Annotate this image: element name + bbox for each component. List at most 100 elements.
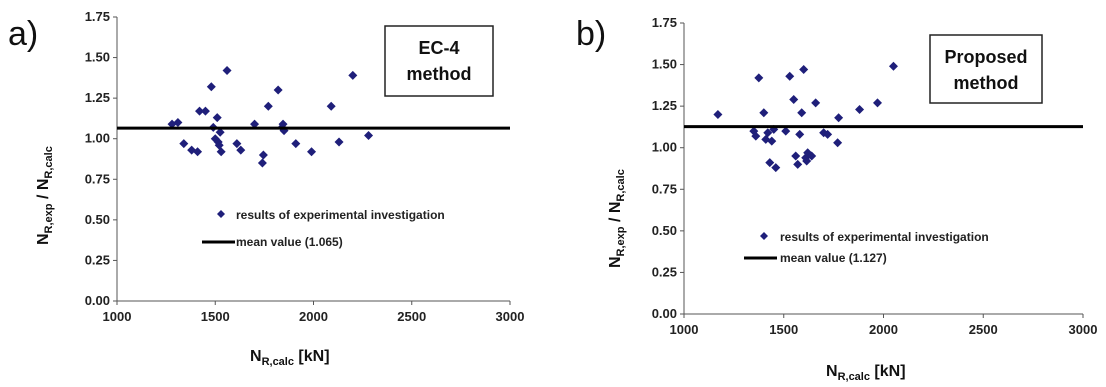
chart-panel-b: b) 0.00 0.25 0.50 0.75 1.00 1.25 1.50 1.75 1000…	[576, 15, 1097, 383]
y-tick-label: 1.50	[652, 57, 677, 72]
x-tick-label: 2500	[397, 309, 426, 324]
x-tick-label: 1500	[201, 309, 230, 324]
legend-marker-label-a: results of experimental investigation	[236, 208, 445, 222]
data-point	[263, 101, 273, 111]
y-tick-label: 0.50	[85, 212, 110, 227]
data-point	[326, 101, 336, 111]
data-point	[173, 117, 183, 127]
legend-line-label-b: mean value (1.127)	[780, 251, 887, 265]
data-point	[257, 158, 267, 168]
y-tick-label: 1.75	[652, 15, 677, 30]
x-tick-label: 1000	[670, 322, 699, 337]
data-point	[795, 129, 805, 139]
chart-panel-a: a) 0.00 0.25 0.50 0.75 1.00 1.25 1.50 1.75 1000…	[8, 9, 524, 368]
data-point	[200, 106, 210, 116]
legend-marker-b	[760, 232, 768, 240]
data-point	[793, 159, 803, 169]
data-point	[216, 147, 226, 157]
data-point	[833, 138, 843, 148]
data-point	[759, 108, 769, 118]
y-tick-label: 0.75	[85, 171, 110, 186]
data-point	[811, 98, 821, 108]
y-axis-label-b: NR,exp / NR,calc	[607, 169, 627, 268]
data-point	[834, 113, 844, 123]
axis-ticks-b	[680, 22, 1084, 318]
y-tick-label: 0.25	[85, 252, 110, 267]
data-points-a	[167, 66, 374, 168]
data-point	[334, 137, 344, 147]
method-box-line2-b: method	[954, 73, 1019, 93]
x-tick-label: 2500	[969, 322, 998, 337]
data-point	[789, 94, 799, 104]
data-point	[278, 119, 288, 129]
data-point	[754, 73, 764, 83]
data-point	[765, 158, 775, 168]
y-tick-label: 0.25	[652, 264, 677, 279]
data-point	[206, 82, 216, 92]
y-tick-label: 0.75	[652, 181, 677, 196]
method-box-line1-a: EC-4	[418, 38, 459, 58]
data-point	[751, 131, 761, 141]
data-point	[179, 139, 189, 149]
y-axis-label-a: NR,exp / NR,calc	[35, 146, 55, 245]
data-point	[195, 106, 205, 116]
data-point	[799, 65, 809, 75]
x-tick-labels-b: 1000 1500 2000 2500 3000	[670, 322, 1098, 337]
y-tick-labels-b: 0.00 0.25 0.50 0.75 1.00 1.25 1.50 1.75	[652, 15, 677, 321]
y-tick-labels-a: 0.00 0.25 0.50 0.75 1.00 1.25 1.50 1.75	[85, 9, 110, 308]
data-point	[212, 113, 222, 123]
data-point	[713, 109, 723, 119]
x-tick-label: 2000	[299, 309, 328, 324]
data-point	[771, 163, 781, 173]
x-tick-label: 3000	[496, 309, 525, 324]
data-point	[307, 147, 317, 157]
y-tick-label: 1.50	[85, 50, 110, 65]
data-points-b	[713, 61, 898, 173]
data-point	[791, 151, 801, 161]
data-point	[785, 71, 795, 81]
data-point	[258, 150, 268, 160]
method-box-b	[929, 34, 1043, 104]
y-tick-label: 1.00	[85, 131, 110, 146]
panel-label-a: a)	[8, 15, 38, 53]
data-point	[823, 129, 833, 139]
data-point	[364, 130, 374, 140]
legend-line-label-a: mean value (1.065)	[236, 235, 343, 249]
y-tick-label: 0.00	[652, 306, 677, 321]
x-axis-label-a: NR,calc [kN]	[250, 348, 330, 368]
axis-ticks-a	[113, 16, 511, 305]
data-point	[807, 151, 817, 161]
data-point	[250, 119, 260, 129]
data-point	[888, 61, 898, 71]
x-tick-label: 3000	[1069, 322, 1098, 337]
method-box-a	[384, 25, 494, 97]
data-point	[855, 104, 865, 114]
y-tick-label: 1.25	[85, 90, 110, 105]
data-point	[763, 128, 773, 138]
data-point	[215, 127, 225, 137]
y-tick-label: 0.00	[85, 293, 110, 308]
data-point	[232, 139, 242, 149]
data-point	[193, 147, 203, 157]
x-tick-label: 2000	[869, 322, 898, 337]
method-box-line1-b: Proposed	[944, 47, 1027, 67]
y-tick-label: 1.00	[652, 140, 677, 155]
data-point	[273, 85, 283, 95]
legend-marker-a	[217, 210, 225, 218]
data-point	[236, 145, 246, 155]
y-tick-label: 1.25	[652, 98, 677, 113]
data-point	[348, 70, 358, 80]
data-point	[291, 139, 301, 149]
data-point	[781, 126, 791, 136]
legend-marker-label-b: results of experimental investigation	[780, 230, 989, 244]
x-axis-label-b: NR,calc [kN]	[826, 363, 906, 383]
x-tick-labels-a: 1000 1500 2000 2500 3000	[103, 309, 525, 324]
data-point	[222, 66, 232, 76]
data-point	[797, 108, 807, 118]
x-tick-label: 1000	[103, 309, 132, 324]
method-box-line2-a: method	[407, 64, 472, 84]
data-point	[802, 156, 812, 166]
y-tick-label: 0.50	[652, 223, 677, 238]
data-point	[767, 136, 777, 146]
